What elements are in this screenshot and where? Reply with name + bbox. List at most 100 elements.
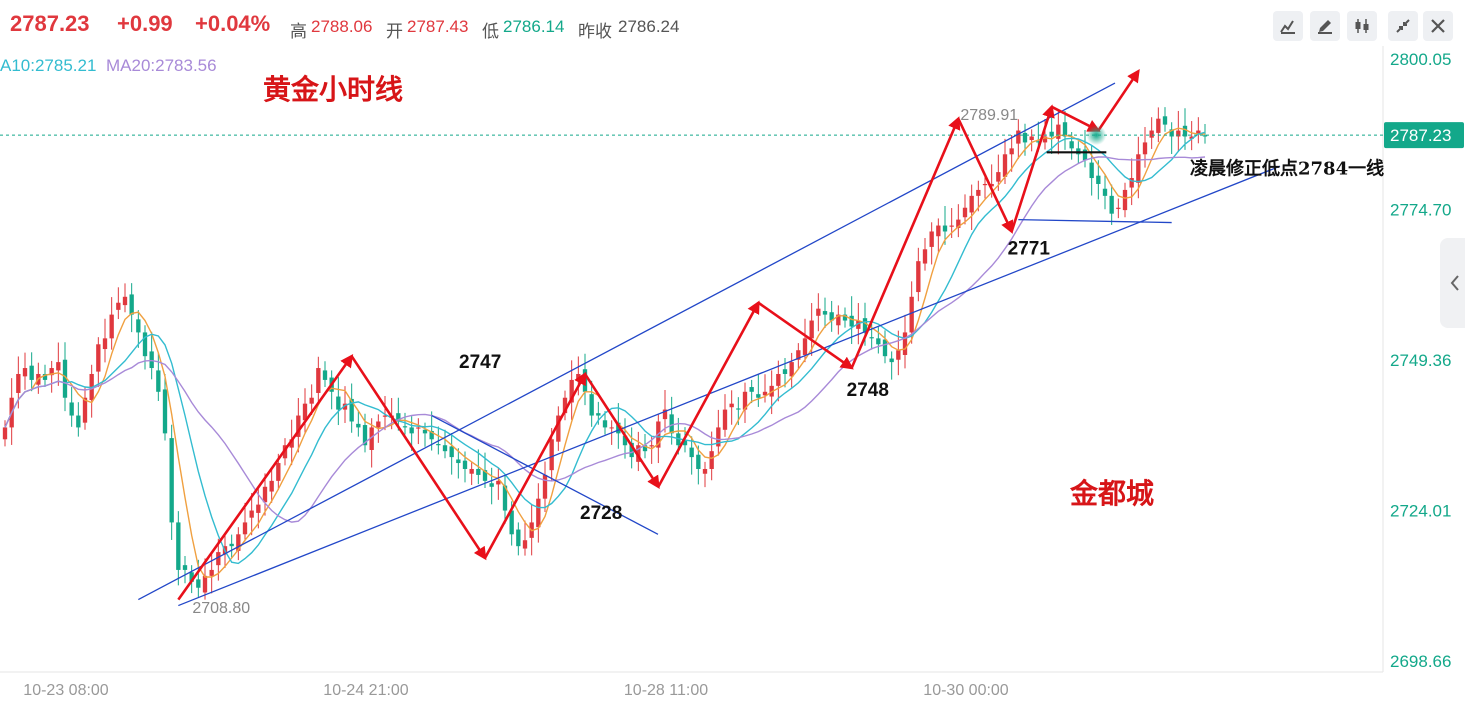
candle-body (249, 510, 254, 518)
candle-body (669, 414, 674, 434)
candle-body (69, 402, 74, 416)
candle-body (949, 225, 954, 227)
candle-body (1069, 141, 1074, 149)
zigzag-arrow (850, 116, 961, 369)
quote-header: 2787.23 +0.99 +0.04% 高 2788.06 开 2787.43… (0, 0, 1465, 52)
candle-body (1176, 130, 1181, 137)
support-note: 凌晨修正低点2784一线 (1190, 157, 1384, 179)
candle-body (1102, 188, 1108, 196)
high-value: 2788.06 (311, 17, 373, 36)
breakout-level-line (1018, 218, 1172, 224)
candle-body (1049, 131, 1054, 137)
candle-body (196, 579, 201, 588)
candle-body (882, 339, 888, 357)
candle-body (382, 415, 388, 417)
low-label: 低 (482, 22, 499, 41)
candle-body (942, 225, 948, 232)
candle-body (1042, 136, 1048, 143)
candle-body (62, 359, 68, 398)
candle-body (1182, 125, 1188, 137)
candle-body (302, 403, 308, 421)
candle-body (116, 302, 121, 310)
candle-body (876, 338, 881, 345)
draw-icon (1318, 20, 1332, 34)
candle-body (682, 440, 688, 446)
candle-body (1062, 122, 1068, 137)
candle-body (889, 358, 894, 363)
candle-body (842, 314, 848, 321)
candle-body (356, 423, 361, 428)
candle-body (1202, 135, 1208, 137)
chart-type-button[interactable] (1273, 11, 1303, 41)
candle-body (802, 338, 808, 355)
candle-body (456, 459, 461, 464)
axes-layer: 2800.05 2774.70 2749.36 2724.01 2698.66 10-23… (23, 50, 1451, 699)
annotation-layer: 2787.23 2747 2728 2748 2771 2789.91 2708.80 凌晨修… (0, 69, 1464, 617)
candle-body (376, 421, 381, 428)
candle-body (262, 486, 268, 503)
candle-body (956, 219, 961, 228)
swing-high-label: 2747 (459, 352, 501, 373)
candle-body (969, 195, 974, 213)
draw-button[interactable] (1310, 11, 1340, 41)
side-panel-toggle[interactable] (1440, 238, 1465, 328)
candle-body (1009, 148, 1014, 155)
zigzag-arrow (657, 300, 760, 488)
candle-body (549, 439, 554, 471)
zigzag-arrow (583, 373, 660, 489)
close-icon (1431, 19, 1445, 33)
candle-body (636, 445, 641, 462)
candle-body (289, 439, 294, 448)
candle-body (929, 231, 934, 247)
candle-body (296, 415, 301, 437)
zigzag-arrow (350, 355, 487, 561)
candle-body (516, 529, 521, 547)
ma20-line (4, 156, 1206, 523)
candle-body (742, 391, 748, 410)
swing-low-label: 2748 (847, 380, 889, 401)
close-button[interactable] (1423, 11, 1453, 41)
candle-body (756, 394, 761, 398)
candle-body (809, 320, 814, 339)
prev-close-label: 昨收 (578, 22, 612, 41)
candle-body (16, 373, 21, 393)
y-tick-label: 2724.01 (1390, 501, 1451, 520)
candle-body (1096, 175, 1101, 184)
channel-upper-line (138, 82, 1116, 601)
candle-body (596, 413, 601, 416)
open-value: 2787.43 (407, 17, 469, 36)
candle-body (776, 373, 781, 386)
candle-body (56, 362, 61, 371)
candle-body (256, 504, 261, 513)
candle-body (476, 468, 481, 475)
candle-body (482, 470, 488, 481)
candle-body (349, 398, 354, 422)
candle-body (442, 445, 448, 452)
candle-body (909, 296, 914, 333)
collapse-button[interactable] (1388, 11, 1418, 41)
candle-body (789, 362, 794, 377)
candle-body (662, 409, 668, 420)
chart-title: 黄金小时线 (263, 73, 403, 106)
candle-body (496, 480, 501, 485)
candle-body (49, 368, 54, 376)
y-tick-label: 2749.36 (1390, 351, 1451, 370)
y-tick-label: 2698.66 (1390, 652, 1451, 671)
candle-body (1036, 141, 1041, 143)
swing-low-label: 2728 (580, 503, 622, 524)
candle-body (29, 365, 34, 380)
candle-body (1122, 189, 1128, 211)
candle-body (996, 172, 1001, 182)
candle-body (562, 397, 568, 414)
channel-mid-line (431, 414, 659, 535)
candle-body (1142, 142, 1148, 155)
ma10-readout: A10:2785.21 (0, 56, 97, 75)
candle-body (402, 426, 408, 428)
candlestick-button[interactable] (1347, 11, 1377, 41)
y-tick-label: 2800.05 (1390, 50, 1451, 69)
candle-body (782, 369, 788, 374)
candle-body (149, 351, 154, 369)
period-high-label: 2789.91 (960, 107, 1018, 124)
candle-body (542, 474, 548, 499)
